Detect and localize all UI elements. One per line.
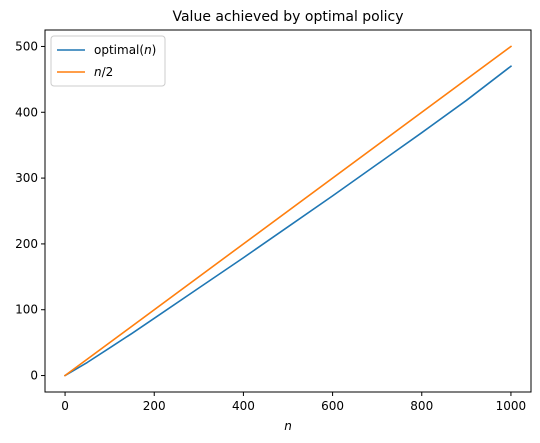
x-axis: 0 200 400 600 800 1000 (61, 392, 526, 413)
x-axis-label: n (284, 419, 292, 433)
chart-title: Value achieved by optimal policy (172, 9, 403, 25)
series-line-1 (63, 45, 513, 377)
y-tick-label: 500 (15, 39, 38, 53)
legend-label-0: optimal(n) (94, 43, 156, 57)
x-tick-label: 800 (410, 399, 433, 413)
legend-box (50, 35, 166, 87)
y-tick-label: 100 (15, 303, 38, 317)
x-tick-label: 600 (321, 399, 344, 413)
x-tick-label: 1000 (496, 399, 527, 413)
x-tick-label: 200 (143, 399, 166, 413)
y-axis: 0 100 200 300 400 500 (15, 39, 45, 383)
legend: optimal(n) n/2 (50, 35, 166, 87)
y-tick-label: 200 (15, 237, 38, 251)
x-tick-label: 400 (232, 399, 255, 413)
plot-frame (44, 29, 532, 393)
y-tick-label: 300 (15, 171, 38, 185)
legend-entries: optimal(n) n/2 (57, 43, 156, 79)
y-tick-label: 400 (15, 105, 38, 119)
series-layer (63, 45, 513, 377)
legend-label-1: n/2 (94, 65, 113, 79)
x-tick-label: 0 (61, 399, 69, 413)
y-tick-label: 0 (30, 369, 38, 383)
series-line-0 (63, 65, 513, 377)
